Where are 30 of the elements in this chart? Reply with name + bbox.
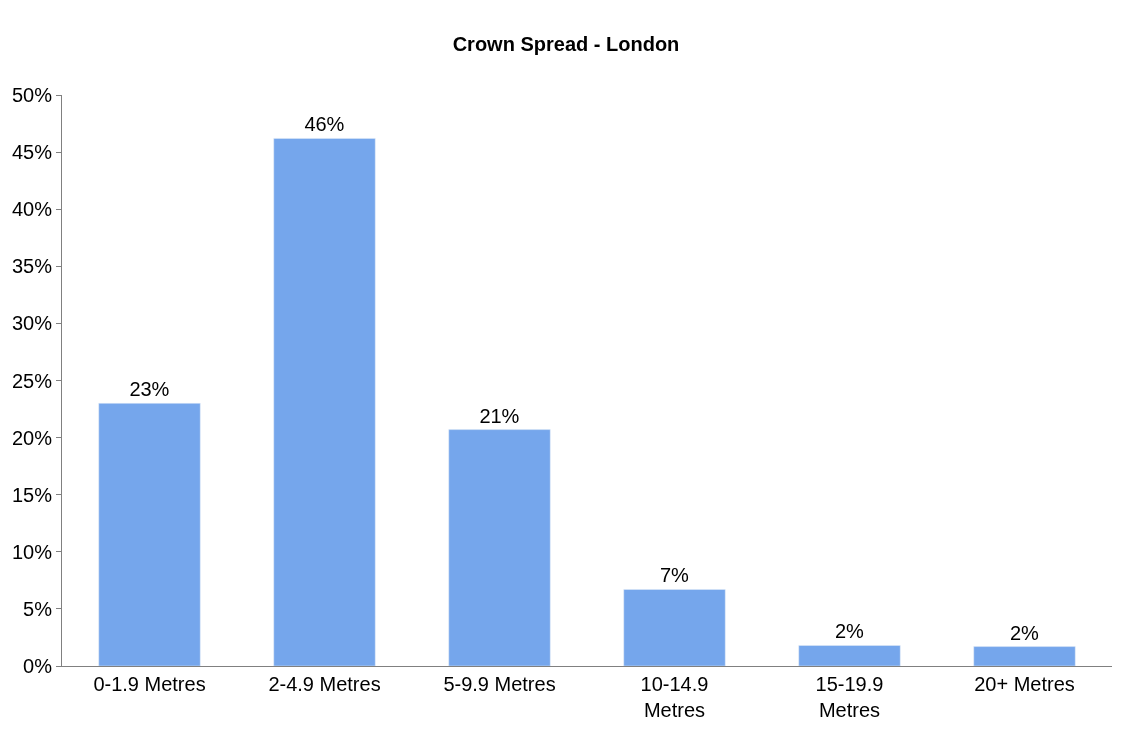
data-label: 46% [304, 113, 345, 136]
x-tick-label: 0-1.9 Metres [93, 673, 206, 695]
data-label: 23% [129, 378, 170, 401]
x-tick-label: 5-9.9 Metres [443, 673, 556, 695]
data-label: 2% [1009, 621, 1040, 644]
bar [623, 589, 726, 666]
bar [273, 138, 376, 666]
y-tick-label: 35% [11, 255, 53, 278]
bar [448, 429, 551, 666]
y-tick-label: 40% [11, 198, 53, 221]
bar [98, 403, 201, 666]
y-tick-label: 0% [23, 655, 53, 677]
x-tick-label: 10-14.9 Metres [640, 673, 709, 721]
y-tick-label: 20% [11, 426, 53, 449]
y-tick-label: 30% [11, 312, 53, 335]
y-tick-label: 25% [11, 369, 53, 392]
y-tick-label: 15% [11, 483, 53, 506]
y-tick-label: 50% [11, 84, 53, 106]
y-tick-label: 45% [11, 141, 53, 164]
bar [798, 645, 901, 666]
y-tick-label: 10% [11, 540, 53, 563]
data-label: 2% [834, 620, 865, 643]
chart-title: Crown Spread - London [452, 32, 680, 55]
bar [973, 646, 1076, 666]
x-tick-label: 15-19.9 Metres [815, 673, 884, 721]
y-tick-label: 5% [23, 597, 53, 620]
x-tick-label: 2-4.9 Metres [268, 673, 381, 695]
x-tick-label: 20+ Metres [974, 673, 1075, 695]
data-label: 21% [479, 404, 520, 427]
data-label: 7% [659, 564, 690, 587]
